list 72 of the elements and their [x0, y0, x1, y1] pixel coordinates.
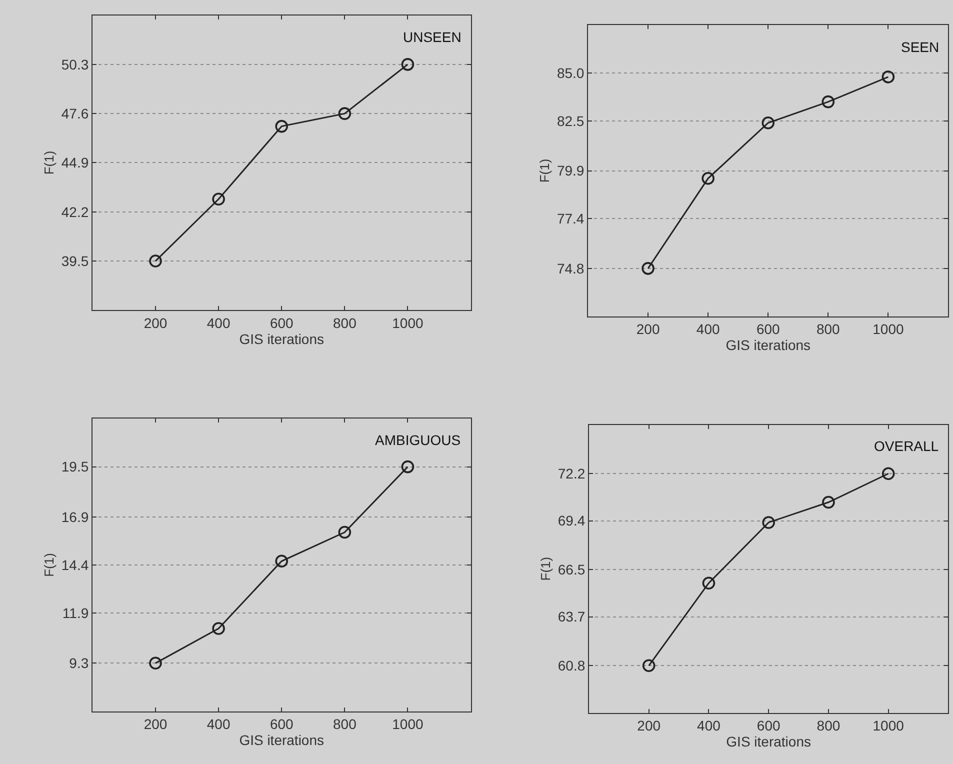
- y-tick-label: 77.4: [556, 210, 584, 227]
- y-tick-label: 74.8: [556, 260, 584, 276]
- y-tick-label: 63.7: [558, 608, 586, 625]
- text: UNSEEN: [403, 29, 462, 45]
- point: [762, 516, 775, 529]
- text: SEEN: [901, 39, 940, 55]
- x-tick-label: 800: [816, 718, 840, 734]
- x-axis-title: GIS iterations: [239, 330, 324, 347]
- x-tick-label: 600: [756, 718, 780, 734]
- y-tick-label: 39.5: [61, 252, 89, 269]
- point: [702, 576, 716, 590]
- y-tick-label: 85.0: [556, 64, 584, 81]
- x-tick-label: 400: [206, 314, 230, 331]
- y-tick-label: 72.2: [558, 466, 586, 482]
- y-tick-label: 9.3: [69, 655, 89, 672]
- point: [401, 58, 414, 71]
- y-tick-label: 42.2: [61, 204, 89, 220]
- y-tick-label: 16.9: [61, 508, 89, 525]
- x-tick-label: 800: [332, 716, 357, 732]
- point: [882, 70, 895, 84]
- x-tick-label: 200: [636, 321, 660, 338]
- y-tick-label: 44.9: [61, 154, 89, 171]
- x-tick-label: 800: [816, 321, 840, 338]
- point: [642, 262, 654, 275]
- point: [338, 526, 352, 539]
- y-tick-label: 47.6: [61, 105, 89, 122]
- x-tick-label: 1000: [872, 321, 904, 338]
- x-tick-label: 200: [144, 716, 168, 732]
- point: [212, 192, 225, 206]
- point: [762, 116, 775, 130]
- x-tick-label: 200: [637, 718, 661, 734]
- x-tick-label: 400: [696, 321, 720, 338]
- x-tick-label: 1000: [392, 716, 424, 732]
- text: AMBIGUOUS: [375, 432, 461, 448]
- text: OVERALL: [874, 438, 939, 454]
- y-tick-label: 66.5: [558, 562, 586, 578]
- x-tick-label: 800: [332, 314, 357, 331]
- x-axis-title: GIS iterations: [726, 337, 811, 354]
- point: [275, 554, 288, 568]
- x-tick-label: 600: [270, 716, 294, 732]
- point: [338, 107, 352, 120]
- y-tick-label: 50.3: [61, 56, 89, 72]
- point: [149, 254, 162, 268]
- y-tick-label: 79.9: [556, 162, 584, 179]
- point: [822, 95, 835, 108]
- y-axis-title: F(1): [41, 150, 56, 175]
- y-tick-label: 11.9: [62, 605, 89, 621]
- point: [882, 467, 895, 480]
- x-tick-label: 200: [144, 314, 168, 331]
- y-tick-label: 19.5: [61, 458, 89, 475]
- y-axis-title: F(1): [41, 553, 56, 577]
- y-tick-label: 82.5: [556, 112, 584, 129]
- x-tick-label: 600: [270, 314, 294, 331]
- x-axis-title: GIS iterations: [239, 732, 324, 748]
- point: [401, 460, 414, 474]
- x-axis-title: GIS iterations: [726, 734, 812, 750]
- x-tick-label: 400: [697, 718, 721, 734]
- point: [149, 656, 162, 670]
- point: [642, 659, 656, 672]
- y-axis-title: F(1): [536, 158, 552, 183]
- x-tick-label: 1000: [872, 718, 904, 734]
- point: [702, 172, 714, 185]
- y-tick-label: 60.8: [558, 658, 586, 674]
- x-tick-label: 600: [756, 321, 780, 338]
- point: [275, 120, 288, 133]
- y-axis-title: F(1): [538, 556, 553, 581]
- point: [822, 496, 835, 509]
- y-tick-label: 69.4: [558, 512, 586, 529]
- y-tick-label: 14.4: [61, 556, 89, 573]
- point: [212, 622, 225, 635]
- x-tick-label: 1000: [392, 314, 424, 331]
- x-tick-label: 400: [206, 716, 230, 732]
